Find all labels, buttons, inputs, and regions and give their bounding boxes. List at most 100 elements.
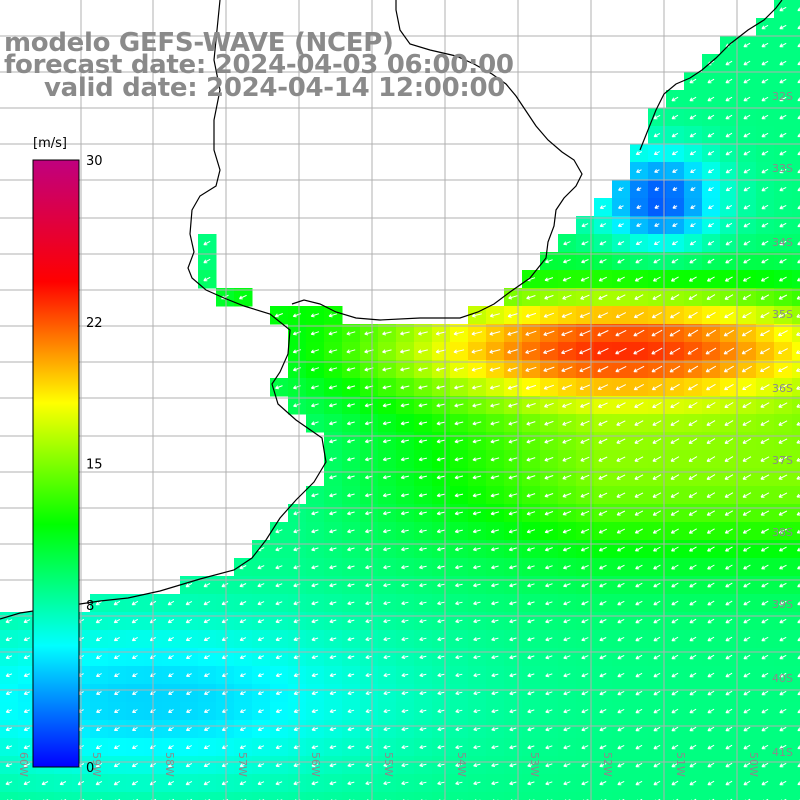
wind-arrow <box>599 600 607 606</box>
wind-arrow <box>257 781 265 786</box>
wind-arrow <box>760 420 770 426</box>
wind-arrow <box>186 709 192 713</box>
wind-arrow <box>472 529 481 534</box>
wind-arrow <box>580 528 590 534</box>
wind-arrow <box>526 547 535 552</box>
wind-arrow <box>365 511 373 516</box>
wind-arrow <box>761 762 769 768</box>
wind-arrow <box>598 456 608 462</box>
wind-arrow <box>471 385 482 390</box>
wind-arrow <box>707 726 715 732</box>
wind-arrow <box>563 727 571 732</box>
wind-arrow <box>561 384 573 390</box>
wind-speed-cell <box>792 666 800 685</box>
colorbar: [m/s] 30 22 15 8 0 <box>32 136 103 776</box>
wind-arrow <box>706 510 716 516</box>
wind-arrow <box>616 438 626 444</box>
longitude-label: 54W <box>455 752 468 777</box>
wind-arrow <box>617 241 625 246</box>
wind-arrow <box>706 438 716 444</box>
wind-arrow <box>311 547 319 552</box>
wind-arrow <box>759 330 770 336</box>
wind-arrow <box>545 655 553 660</box>
wind-arrow <box>382 457 391 462</box>
wind-arrow <box>707 582 715 588</box>
wind-arrow <box>257 673 264 677</box>
wind-arrow <box>239 709 246 713</box>
wind-arrow <box>633 347 645 355</box>
wind-arrow <box>797 619 800 624</box>
wind-speed-cell <box>216 792 235 800</box>
wind-arrow <box>725 762 733 768</box>
wind-arrow <box>113 727 120 731</box>
wind-arrow <box>472 547 481 552</box>
wind-arrow <box>382 331 392 336</box>
wind-arrow <box>688 276 697 282</box>
wind-arrow <box>796 295 800 300</box>
wind-arrow <box>527 727 535 732</box>
wind-arrow <box>525 384 537 390</box>
wind-arrow <box>633 329 645 337</box>
wind-arrow <box>598 528 608 534</box>
wind-arrow <box>455 583 463 588</box>
wind-arrow <box>653 708 661 714</box>
wind-arrow <box>544 420 554 426</box>
latitude-label: 35S <box>772 308 793 321</box>
wind-arrow <box>347 529 355 534</box>
wind-arrow <box>687 347 699 355</box>
wind-arrow <box>706 294 716 300</box>
wind-arrow <box>507 313 519 318</box>
wind-arrow <box>221 601 229 606</box>
wind-arrow <box>382 421 392 426</box>
latitude-label: 38S <box>772 526 793 539</box>
wind-arrow <box>365 619 373 624</box>
wind-speed-cell <box>576 792 595 800</box>
wind-arrow <box>669 329 681 337</box>
wind-arrow <box>526 403 536 408</box>
wind-arrow <box>670 438 680 444</box>
wind-arrow <box>653 564 661 570</box>
wind-arrow <box>779 168 787 174</box>
wind-arrow <box>671 744 679 750</box>
wind-arrow <box>706 528 715 534</box>
wind-arrow <box>527 709 535 714</box>
wind-arrow <box>689 672 697 678</box>
wind-arrow <box>725 168 733 174</box>
wind-arrow <box>760 528 769 534</box>
wind-arrow <box>743 114 751 120</box>
wind-arrow <box>671 546 679 552</box>
wind-arrow <box>23 619 31 624</box>
wind-arrow <box>706 276 715 282</box>
wind-arrow <box>724 510 734 516</box>
wind-arrow <box>455 601 463 606</box>
wind-arrow <box>778 384 788 390</box>
wind-arrow <box>544 493 554 498</box>
wind-arrow <box>329 727 337 732</box>
wind-speed-cell <box>792 288 800 307</box>
wind-arrow <box>635 636 643 642</box>
wind-arrow <box>275 673 282 678</box>
wind-arrow <box>473 601 481 606</box>
wind-arrow <box>168 691 174 695</box>
wind-arrow <box>761 60 769 66</box>
wind-arrow <box>419 781 427 786</box>
wind-arrow <box>347 745 355 750</box>
wind-arrow <box>455 691 463 696</box>
longitude-label: 60W <box>17 752 30 777</box>
wind-arrow <box>509 745 517 750</box>
wind-arrow <box>599 781 607 786</box>
wind-arrow <box>132 709 138 713</box>
wind-arrow <box>508 295 518 300</box>
wind-speed-cell <box>792 180 800 199</box>
wind-speed-cell <box>792 486 800 505</box>
wind-arrow <box>526 493 536 498</box>
wind-arrow <box>239 583 247 588</box>
wind-arrow <box>725 780 733 786</box>
wind-arrow <box>707 546 715 552</box>
wind-arrow <box>113 655 120 659</box>
wind-arrow <box>436 457 446 462</box>
wind-arrow <box>113 636 120 642</box>
latitude-label: 39S <box>772 598 793 611</box>
wind-arrow <box>543 312 555 318</box>
wind-arrow <box>346 385 356 390</box>
